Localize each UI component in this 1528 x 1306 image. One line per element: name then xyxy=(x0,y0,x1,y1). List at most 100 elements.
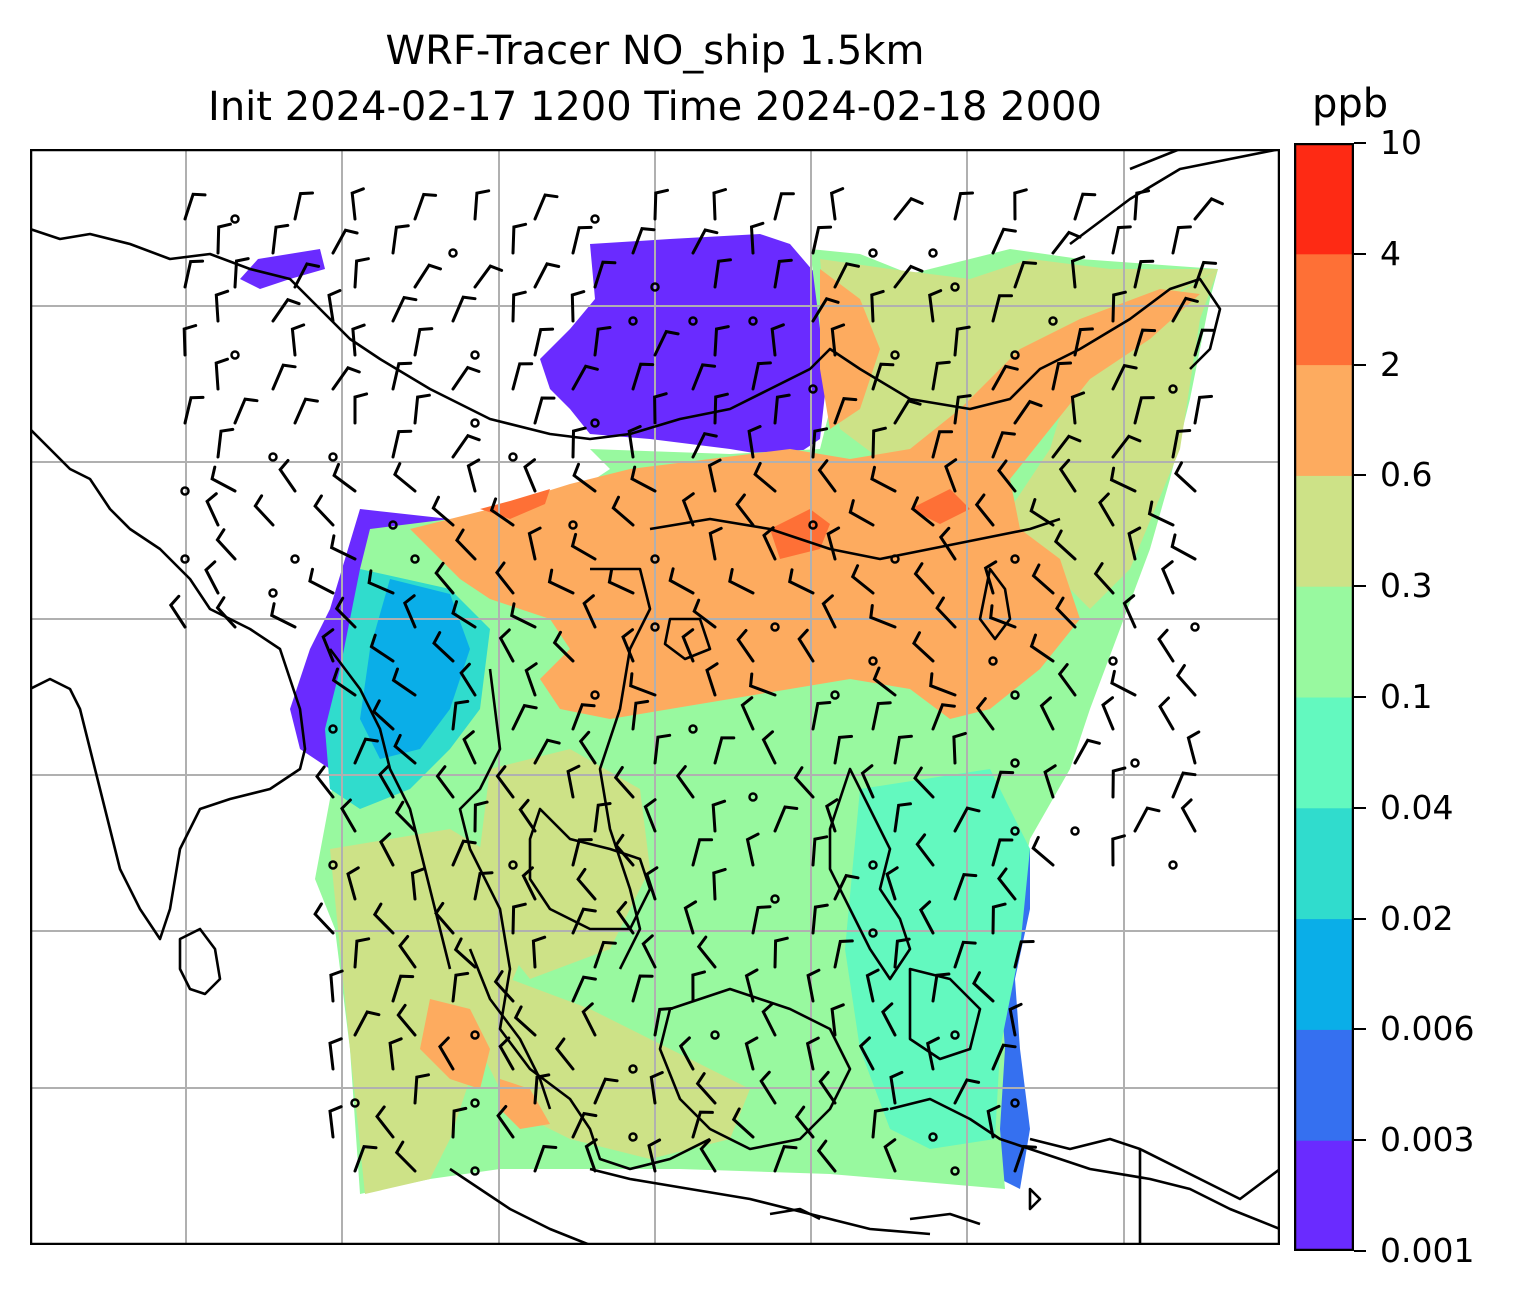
wind-barb xyxy=(451,365,481,391)
wind-barb xyxy=(375,1105,395,1139)
wind-barb xyxy=(630,465,657,493)
wind-barb xyxy=(1111,225,1132,255)
wind-barb xyxy=(611,495,635,527)
wind-barb xyxy=(753,461,777,493)
wind-calm-marker xyxy=(1070,826,1080,836)
wind-barb xyxy=(740,696,755,731)
wind-barb xyxy=(1171,296,1199,323)
wind-barb xyxy=(1111,834,1126,867)
wind-barb xyxy=(1171,771,1197,799)
wind-barb xyxy=(850,564,875,595)
wind-barb xyxy=(713,392,729,425)
wind-barb xyxy=(952,731,967,765)
wind-barb xyxy=(367,569,395,595)
wind-barb xyxy=(1057,663,1077,697)
wind-barb xyxy=(631,699,650,731)
coast-java xyxy=(589,1167,931,1236)
wind-calm-marker xyxy=(328,860,338,870)
wind-barb xyxy=(271,297,301,323)
wind-barb xyxy=(991,902,1007,935)
wind-barb xyxy=(351,323,366,357)
wind-barb xyxy=(935,596,957,629)
wind-barb xyxy=(489,497,515,527)
wind-barb xyxy=(1013,188,1028,221)
concentration-field xyxy=(240,234,1218,1194)
wind-barb xyxy=(972,971,995,1003)
wind-barb xyxy=(614,833,635,867)
wind-barb xyxy=(826,526,841,561)
wind-barb xyxy=(350,187,365,221)
wind-barb xyxy=(547,568,575,595)
wind-barb xyxy=(278,459,297,493)
colorbar-tick-label: 0.1 xyxy=(1380,677,1433,716)
wind-barb xyxy=(870,465,897,493)
wind-barb xyxy=(308,567,335,595)
wind-barb xyxy=(571,703,596,731)
wind-calm-marker xyxy=(470,1030,480,1040)
wind-barb xyxy=(643,798,657,833)
wind-barb xyxy=(953,1078,981,1105)
wind-barb xyxy=(872,666,897,697)
wind-barb xyxy=(1029,633,1055,663)
wind-barb xyxy=(833,734,853,765)
wind-barb xyxy=(453,937,477,969)
wind-barb xyxy=(773,258,793,289)
wind-barb xyxy=(811,835,829,867)
wind-barb xyxy=(593,940,617,969)
wind-barb xyxy=(821,594,837,629)
colorbar-segment xyxy=(1294,1140,1354,1251)
wind-barb xyxy=(931,972,951,1003)
wind-calm-marker xyxy=(628,1132,638,1142)
coast-vietnam xyxy=(590,567,652,970)
wind-barb xyxy=(751,361,772,391)
wind-barb xyxy=(329,534,357,561)
wind-calm-marker xyxy=(650,554,660,564)
wind-barb xyxy=(1147,500,1175,527)
wind-barb xyxy=(607,568,635,595)
wind-barb xyxy=(328,1105,343,1139)
wind-calm-marker xyxy=(808,384,818,394)
wind-barb xyxy=(473,871,494,901)
coastlines xyxy=(30,149,1280,1245)
wind-barb xyxy=(391,429,413,459)
wind-barb xyxy=(571,975,597,1003)
wind-calm-marker xyxy=(470,1098,480,1108)
wind-barb xyxy=(369,633,395,663)
wind-barb xyxy=(394,1140,417,1173)
wind-barb xyxy=(681,628,695,663)
wind-barb xyxy=(818,1070,837,1105)
wind-calm-marker xyxy=(748,316,758,326)
wind-barb xyxy=(434,561,455,595)
wind-barb xyxy=(865,968,880,1003)
wind-calm-marker xyxy=(1010,826,1020,836)
wind-barb xyxy=(991,1043,1017,1071)
wind-barb xyxy=(511,902,527,935)
wind-barb xyxy=(953,191,974,221)
wind-calm-marker xyxy=(350,1098,360,1108)
wind-barb xyxy=(744,1036,759,1071)
wind-calm-marker xyxy=(1190,622,1200,632)
wind-barb xyxy=(353,257,370,289)
wind-barb xyxy=(797,628,815,663)
wind-barb xyxy=(893,196,924,221)
wind-barb xyxy=(830,323,846,357)
wind-barb xyxy=(391,295,418,323)
wind-barb xyxy=(353,1010,381,1037)
wind-barb xyxy=(495,765,515,799)
field-fringe-northwest xyxy=(240,249,325,289)
wind-barb xyxy=(1160,560,1175,595)
wind-barb xyxy=(378,764,395,799)
colorbar-tick-label: 0.3 xyxy=(1380,566,1433,606)
wind-barb xyxy=(493,970,515,1003)
wind-barb xyxy=(353,1145,378,1173)
wind-barb xyxy=(496,1105,515,1139)
wind-calm-marker xyxy=(628,316,638,326)
wind-barb xyxy=(214,289,230,323)
wind-barb xyxy=(511,222,528,255)
wind-barb xyxy=(578,730,597,765)
wind-barb xyxy=(413,263,442,289)
wind-barb xyxy=(566,764,581,799)
wind-barb xyxy=(413,192,438,221)
wind-barb xyxy=(394,800,417,833)
colorbar-tick xyxy=(1354,363,1366,366)
